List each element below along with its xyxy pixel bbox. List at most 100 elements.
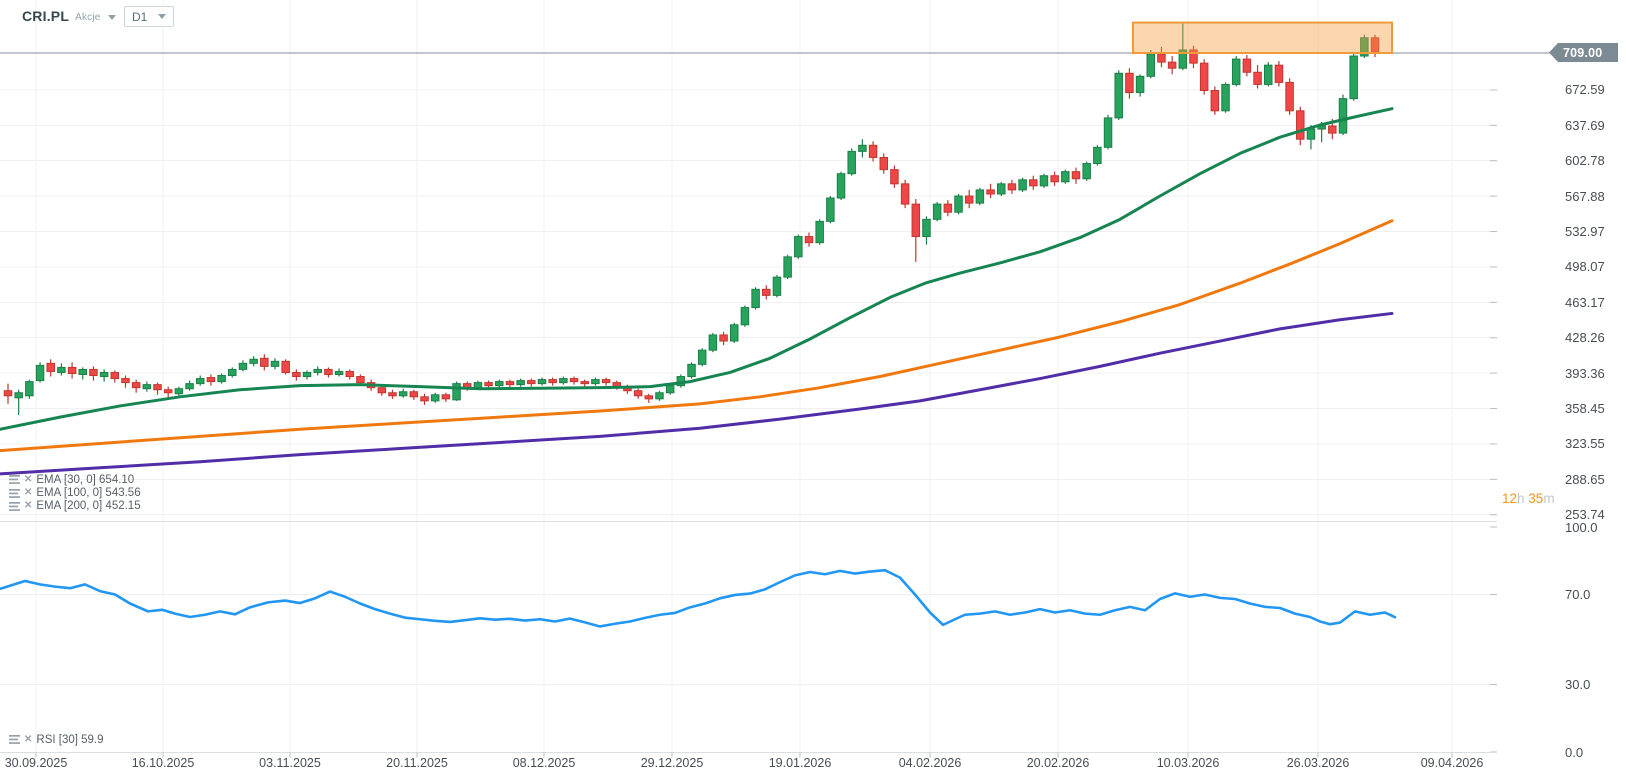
price-axis-label: 463.17 xyxy=(1565,294,1605,310)
candle-body xyxy=(633,390,643,397)
candle-body xyxy=(762,288,771,296)
candle-body xyxy=(35,364,45,382)
candle-body xyxy=(772,276,782,296)
candle-body xyxy=(591,379,600,385)
candle-body xyxy=(388,392,397,397)
candle-body xyxy=(121,378,130,384)
date-axis-label: 20.02.2026 xyxy=(1026,756,1090,770)
countdown-segment: 12 xyxy=(1502,491,1518,506)
candle-body xyxy=(1263,64,1273,85)
candle-body xyxy=(1157,53,1166,63)
indicator-remove-icon[interactable]: ✕ xyxy=(24,487,33,499)
candle-body xyxy=(569,378,579,383)
candle-body xyxy=(1146,53,1156,77)
candle-body xyxy=(890,169,899,185)
candle-body xyxy=(708,334,718,351)
date-axis-label: 20.11.2025 xyxy=(386,756,448,770)
indicator-label: EMA [100, 0] 543.56 xyxy=(36,487,141,500)
indicator-settings-icon[interactable] xyxy=(8,488,21,499)
candle-body xyxy=(740,307,750,326)
candle-body xyxy=(1328,125,1337,134)
candle-body xyxy=(1114,72,1123,119)
candle-body xyxy=(1274,64,1284,83)
candle-body xyxy=(996,183,1006,195)
candle-body xyxy=(495,381,504,387)
candle-body xyxy=(986,189,995,195)
candle-body xyxy=(1199,62,1209,92)
indicator-settings-icon[interactable] xyxy=(8,501,21,512)
candle-body xyxy=(719,334,728,342)
candle-body xyxy=(1135,75,1145,94)
candle-body xyxy=(1167,61,1177,69)
rsi-axis-label: 100.0 xyxy=(1565,519,1598,535)
candle-body xyxy=(1071,171,1081,180)
candle-body xyxy=(729,324,739,342)
candle-body xyxy=(847,150,856,175)
candle-body xyxy=(163,389,173,394)
candle-body xyxy=(270,360,280,367)
candle-body xyxy=(548,379,557,384)
candle-body xyxy=(559,378,568,384)
candle-body xyxy=(377,387,387,394)
candle-body xyxy=(1050,175,1059,183)
candle-body xyxy=(1007,183,1017,191)
date-axis-label: 30.09.2025 xyxy=(4,756,68,770)
instrument-selector[interactable]: CRI.PL Akcje xyxy=(22,8,116,24)
candle-body xyxy=(868,144,878,158)
candle-body xyxy=(1189,49,1198,64)
candle-body xyxy=(804,236,814,244)
candle-body xyxy=(900,183,910,205)
overlay-indicator-labels: ✕ EMA [30, 0] 654.10 ✕ EMA [100, 0] 543.56 ✕… xyxy=(8,473,141,513)
candle-body xyxy=(1082,163,1091,180)
indicator-remove-icon[interactable]: ✕ xyxy=(24,473,33,485)
candle-body xyxy=(420,396,429,402)
candle-body xyxy=(131,382,141,389)
indicator-settings-icon[interactable] xyxy=(8,474,21,485)
price-axis-label: 428.26 xyxy=(1565,330,1605,346)
current-price-tag: 709.00 xyxy=(1549,43,1618,62)
timeframe-value: D1 xyxy=(132,9,148,24)
countdown-segment: h xyxy=(1517,491,1529,506)
candle-body xyxy=(943,203,953,213)
candle-body xyxy=(46,362,55,372)
candle-body xyxy=(794,236,803,258)
candle-body xyxy=(1210,90,1220,112)
candle-body xyxy=(932,203,942,220)
candle-body xyxy=(313,368,322,373)
candle-body xyxy=(1338,98,1348,134)
candle-body xyxy=(452,383,461,401)
candle-body xyxy=(1039,175,1049,187)
instrument-market-type: Akcje xyxy=(75,11,101,23)
rsi-axis-label: 0.0 xyxy=(1565,744,1584,760)
candle-body xyxy=(1285,81,1294,112)
candle-body xyxy=(1178,49,1188,69)
timeframe-select[interactable]: D1 xyxy=(124,6,174,27)
candle-body xyxy=(409,391,419,398)
rsi-axis-label: 70.0 xyxy=(1565,587,1591,602)
resistance-zone-box xyxy=(1132,21,1393,54)
candle-body xyxy=(1231,58,1241,85)
price-axis-label: 393.36 xyxy=(1565,365,1605,381)
date-axis-label: 08.12.2025 xyxy=(512,756,576,770)
candle-body xyxy=(687,363,696,378)
indicator-remove-icon[interactable]: ✕ xyxy=(24,500,33,512)
price-axis-label: 498.07 xyxy=(1565,259,1605,275)
candle-body xyxy=(879,156,889,171)
candle-body xyxy=(527,380,536,385)
candle-body xyxy=(334,370,344,376)
candle-body xyxy=(89,368,98,377)
candle-body xyxy=(430,394,440,402)
candle-body xyxy=(99,371,109,378)
candle-body xyxy=(783,256,792,278)
indicator-remove-icon[interactable]: ✕ xyxy=(24,733,33,745)
price-axis-label: 358.45 xyxy=(1565,401,1605,417)
candle-body xyxy=(858,144,867,152)
date-axis-label: 26.03.2026 xyxy=(1286,756,1350,770)
candle-body xyxy=(1061,171,1070,183)
countdown-segment: 35 xyxy=(1528,491,1544,506)
candle-body xyxy=(954,195,963,213)
indicator-settings-icon[interactable] xyxy=(8,734,21,745)
candle-body xyxy=(1029,179,1038,187)
